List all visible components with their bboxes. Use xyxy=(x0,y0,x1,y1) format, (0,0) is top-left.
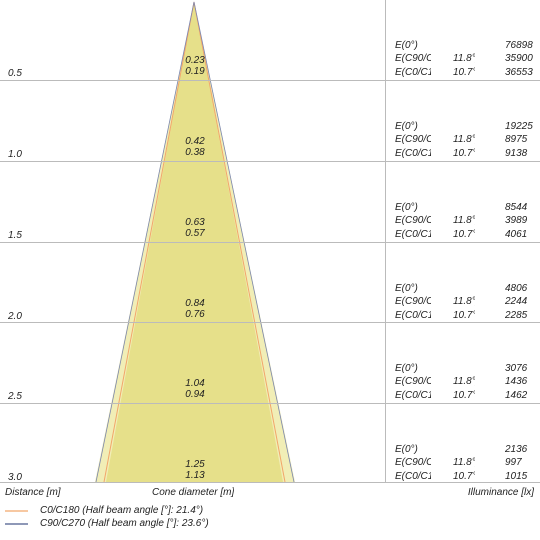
illuminance-label: E(C0/C180, xyxy=(395,471,431,482)
distance-label: 0.5 xyxy=(8,68,22,79)
illuminance-label: E(C0/C180, xyxy=(395,310,431,321)
illuminance-label: E(0°) xyxy=(395,363,418,374)
diameter-label: 1.13 xyxy=(185,470,205,481)
illuminance-label: E(C0/C180, xyxy=(395,67,431,78)
illuminance-value: 3989 xyxy=(505,215,528,226)
legend-entry: C90/C270 (Half beam angle [°]: 23.6°) xyxy=(40,518,209,529)
beam-angle: 11.8°) xyxy=(453,457,475,468)
illuminance-value: 35900 xyxy=(505,53,533,64)
beam-angle: 10.7°) xyxy=(453,229,475,240)
illuminance-value: 2136 xyxy=(505,444,528,455)
illuminance-label: E(C90/C270, xyxy=(395,296,431,307)
illuminance-value: 2285 xyxy=(505,310,528,321)
distance-label: 1.0 xyxy=(8,149,22,160)
illuminance-label: E(C90/C270, xyxy=(395,53,431,64)
illuminance-value: 997 xyxy=(505,457,522,468)
footer-label: Illuminance [lx] xyxy=(467,487,534,498)
diameter-label: 0.84 xyxy=(185,298,205,309)
legend-entry: C0/C180 (Half beam angle [°]: 21.4°) xyxy=(40,505,204,516)
illuminance-label: E(C0/C180, xyxy=(395,229,431,240)
illuminance-value: 2244 xyxy=(505,296,528,307)
illuminance-value: 36553 xyxy=(505,67,533,78)
illuminance-label: E(0°) xyxy=(395,444,418,455)
illuminance-label: E(C0/C180, xyxy=(395,148,431,159)
illuminance-label: E(0°) xyxy=(395,283,418,294)
diameter-label: 0.19 xyxy=(185,66,205,77)
illuminance-value: 3076 xyxy=(505,363,528,374)
diameter-label: 1.25 xyxy=(185,459,205,470)
illuminance-value: 4061 xyxy=(505,229,528,240)
illuminance-value: 1436 xyxy=(505,376,528,387)
diameter-label: 0.23 xyxy=(185,55,205,66)
grid xyxy=(0,0,540,483)
beam-angle: 11.8°) xyxy=(453,296,475,307)
beam-angle: 10.7°) xyxy=(453,390,475,401)
beam-angle: 11.8°) xyxy=(453,376,475,387)
beam-angle: 10.7°) xyxy=(453,310,475,321)
illuminance-label: E(0°) xyxy=(395,40,418,51)
illuminance-value: 1462 xyxy=(505,390,528,401)
beam-angle: 11.8°) xyxy=(453,134,475,145)
illuminance-label: E(C90/C270, xyxy=(395,134,431,145)
beam-angle: 11.8°) xyxy=(453,53,475,64)
distance-label: 1.5 xyxy=(8,230,22,241)
diameter-label: 0.63 xyxy=(185,217,205,228)
diameter-label: 0.38 xyxy=(185,147,205,158)
diameter-label: 0.94 xyxy=(185,389,205,400)
illuminance-value: 4806 xyxy=(505,283,528,294)
beam-angle: 11.8°) xyxy=(453,215,475,226)
illuminance-label: E(C90/C270, xyxy=(395,215,431,226)
illuminance-value: 8975 xyxy=(505,134,528,145)
beam-angle: 10.7°) xyxy=(453,148,475,159)
beam-angle: 10.7°) xyxy=(453,471,475,482)
illuminance-value: 76898 xyxy=(505,40,533,51)
diameter-label: 0.57 xyxy=(185,228,205,239)
diameter-label: 0.76 xyxy=(185,309,205,320)
illuminance-label: E(C90/C270, xyxy=(395,376,431,387)
illuminance-value: 1015 xyxy=(505,471,528,482)
illuminance-value: 9138 xyxy=(505,148,528,159)
illuminance-label: E(C90/C270, xyxy=(395,457,431,468)
illuminance-label: E(C0/C180, xyxy=(395,390,431,401)
illuminance-value: 19225 xyxy=(505,121,533,132)
diameter-label: 0.42 xyxy=(185,136,205,147)
illuminance-value: 8544 xyxy=(505,202,528,213)
distance-label: 2.5 xyxy=(8,391,22,402)
illuminance-label: E(0°) xyxy=(395,121,418,132)
footer-label: Distance [m] xyxy=(5,487,61,498)
distance-label: 2.0 xyxy=(8,311,22,322)
illuminance-label: E(0°) xyxy=(395,202,418,213)
diameter-label: 1.04 xyxy=(185,378,205,389)
distance-label: 3.0 xyxy=(8,472,22,483)
footer-label: Cone diameter [m] xyxy=(152,487,235,498)
beam-angle: 10.7°) xyxy=(453,67,475,78)
